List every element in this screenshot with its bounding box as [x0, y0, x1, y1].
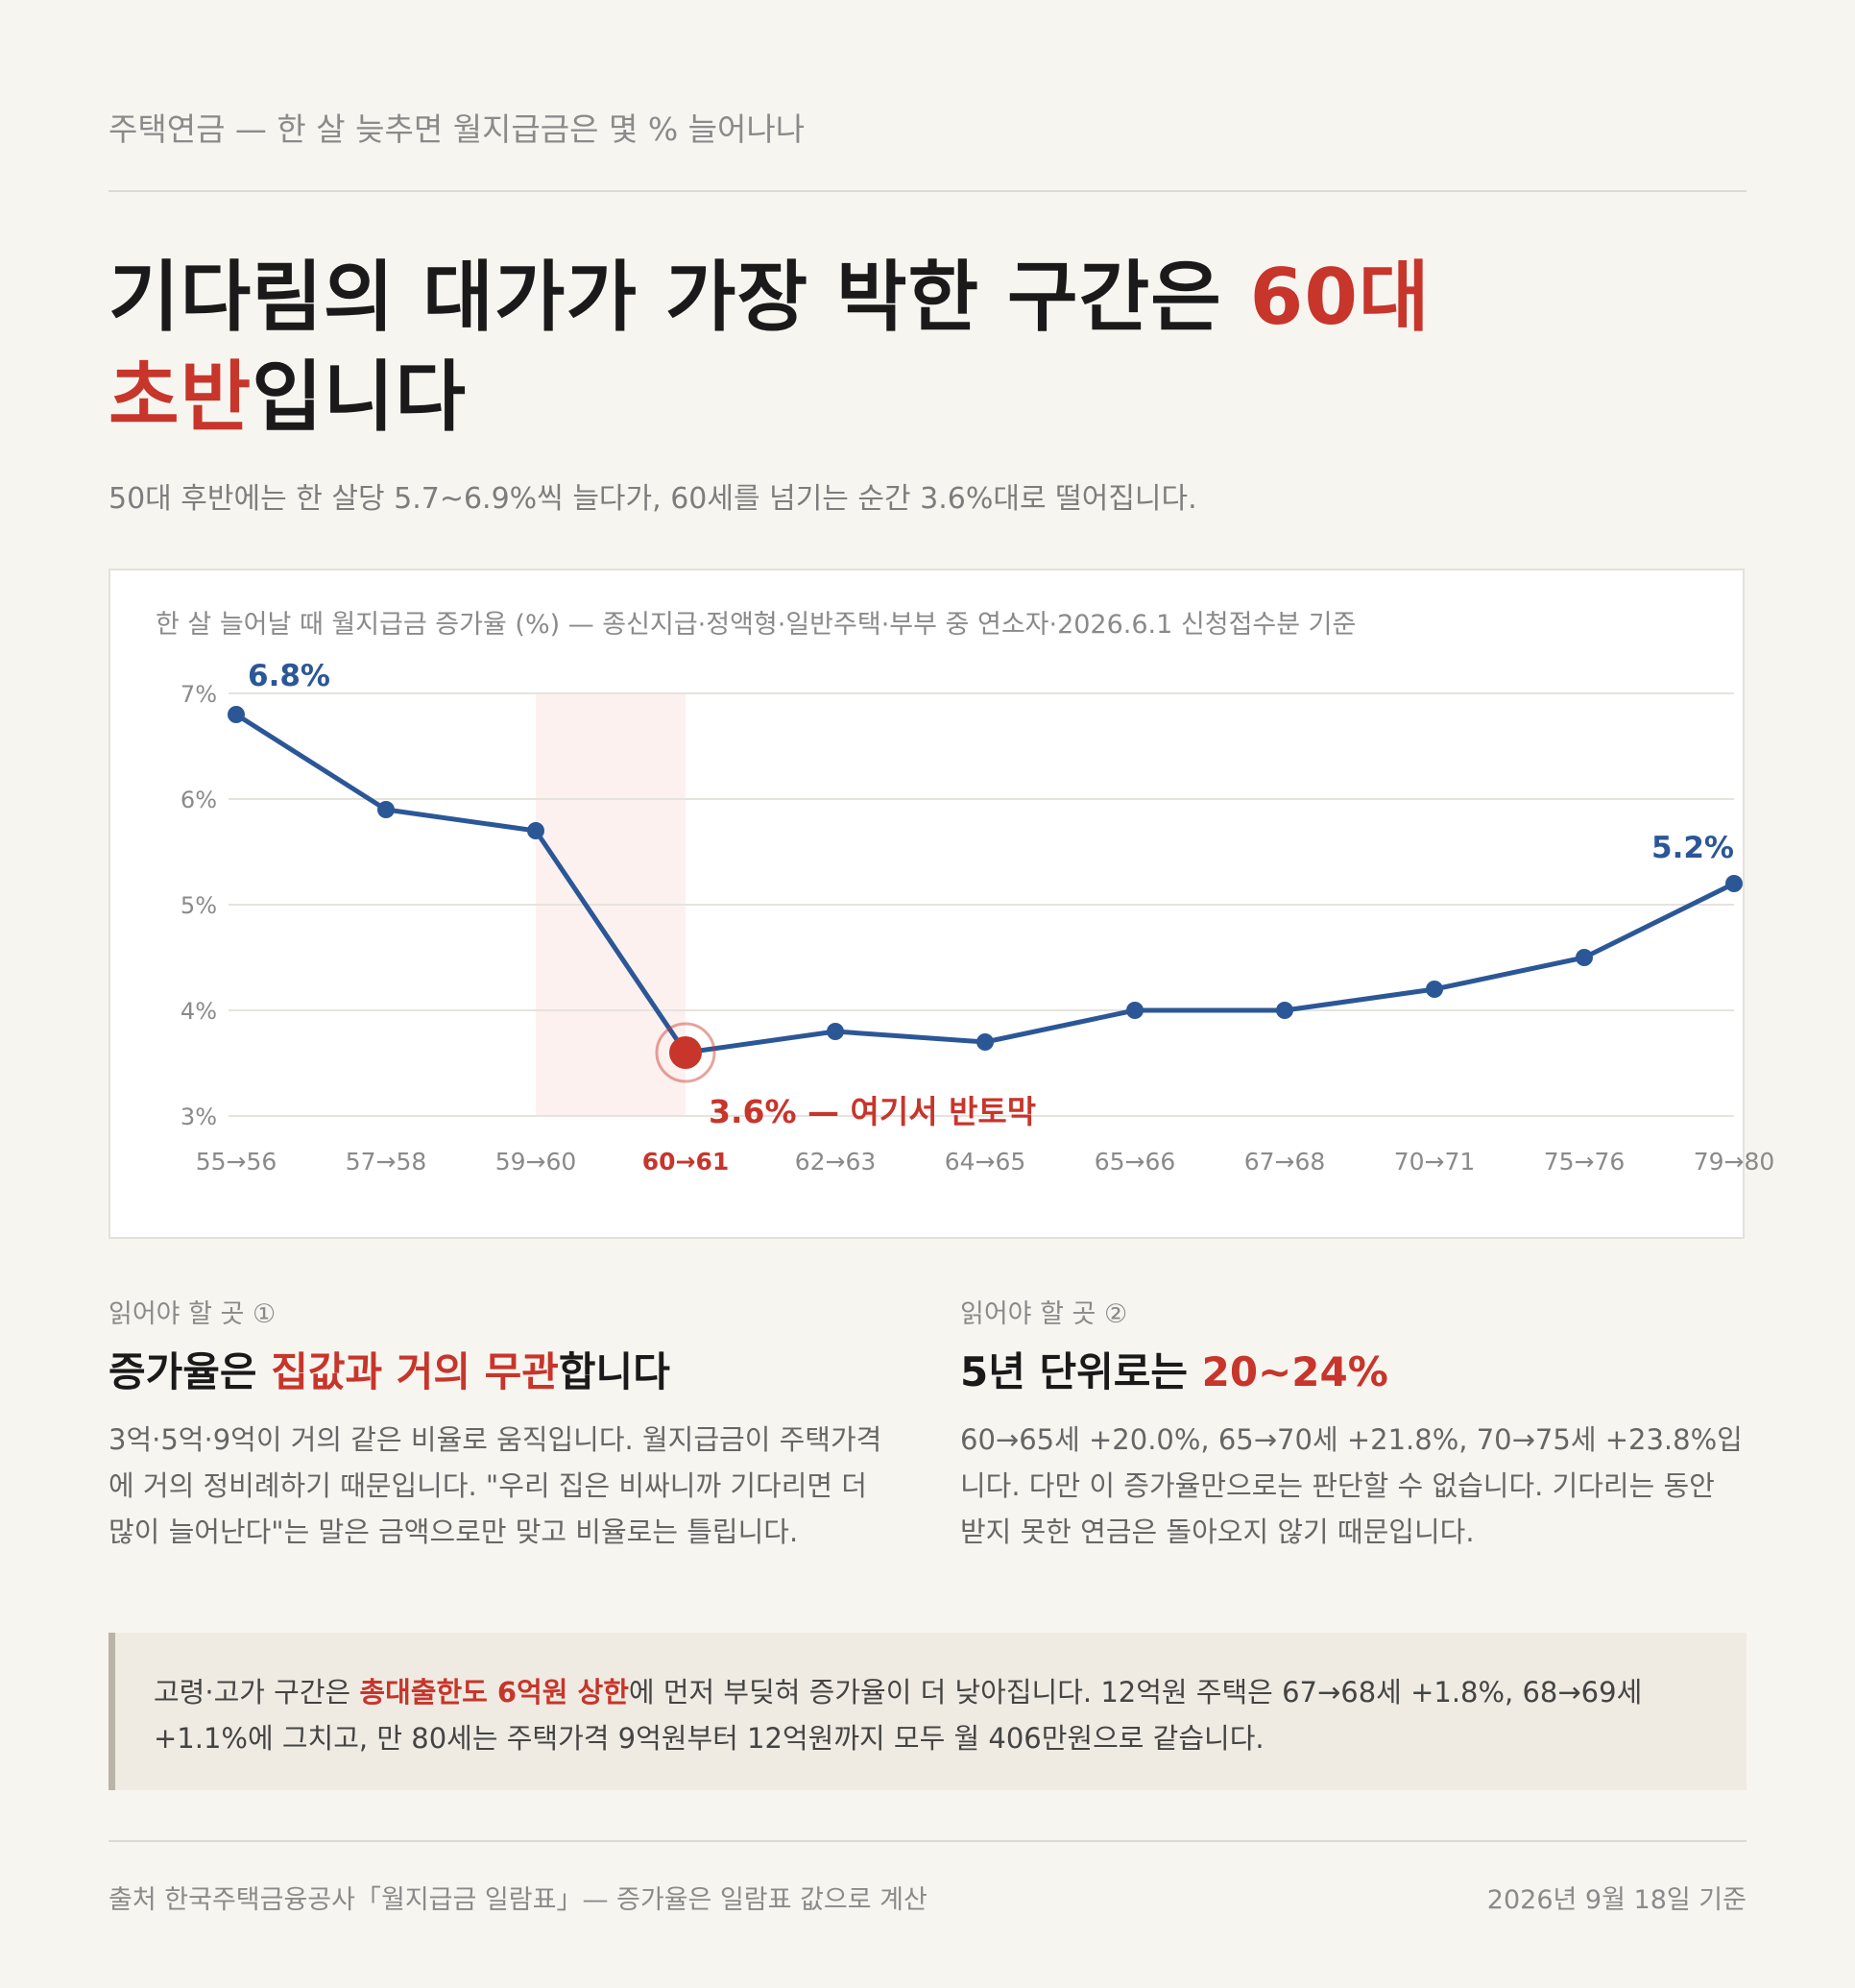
y-tick-label: 4% — [181, 998, 217, 1025]
insight-2-title-accent: 20~24% — [1201, 1348, 1388, 1395]
data-point — [228, 706, 245, 723]
data-point — [377, 801, 395, 818]
chart-caption: 한 살 늘어날 때 월지급금 증가율 (%) — 종신지급·정액형·일반주택·부… — [156, 610, 1357, 640]
note-text-end: 에 먼저 부딪혀 증가율이 더 낮아집니다. 12억원 주택은 67→68세 +… — [154, 1676, 1643, 1755]
x-tick-label: 59→60 — [495, 1148, 577, 1176]
highlight-ring — [655, 1022, 716, 1083]
data-point — [1126, 1002, 1144, 1019]
headline-accent-2: 초반 — [108, 352, 253, 442]
footer-date: 2026년 9월 18일 기준 — [1486, 1885, 1747, 1915]
note-text: 고령·고가 구간은 — [154, 1676, 360, 1709]
y-tick-label: 5% — [181, 892, 217, 919]
data-point — [827, 1023, 844, 1040]
data-point — [1725, 875, 1743, 892]
x-tick-label: 70→71 — [1394, 1148, 1476, 1176]
insight-2-eyebrow: 읽어야 할 곳 ② — [960, 1299, 1128, 1329]
x-tick-label: 65→66 — [1095, 1148, 1176, 1176]
insight-2-body: 60→65세 +20.0%, 65→70세 +21.8%, 70→75세 +23… — [960, 1423, 1743, 1548]
x-tick-label: 62→63 — [795, 1148, 877, 1176]
headline-text-end: 입니다 — [252, 352, 468, 442]
first-value-label: 6.8% — [248, 659, 330, 693]
highlight-point — [669, 1036, 702, 1069]
subhead: 50대 후반에는 한 살당 5.7~6.9%씩 늘다가, 60세를 넘기는 순간… — [108, 482, 1197, 516]
highlight-label: 3.6% — 여기서 반토막 — [709, 1093, 1036, 1130]
data-point — [1276, 1002, 1293, 1019]
x-tick-label: 60→61 — [642, 1148, 730, 1176]
bottom-divider — [108, 1840, 1747, 1842]
note-box: 고령·고가 구간은 총대출한도 6억원 상한에 먼저 부딪혀 증가율이 더 낮아… — [108, 1633, 1747, 1790]
y-tick-label: 3% — [181, 1103, 217, 1130]
insight-column-2: 읽어야 할 곳 ② 5년 단위로는 20~24% 60→65세 +20.0%, … — [960, 1293, 1747, 1555]
last-value-label: 5.2% — [1651, 831, 1734, 865]
x-tick-label: 57→58 — [346, 1148, 427, 1176]
x-tick-label: 79→80 — [1694, 1148, 1775, 1176]
y-tick-label: 7% — [181, 681, 217, 708]
headline-text: 기다림의 대가가 가장 박한 구간은 — [108, 253, 1250, 342]
insight-1-title-accent: 집값과 거의 무관 — [271, 1348, 559, 1395]
x-tick-label: 75→76 — [1544, 1148, 1626, 1176]
data-point — [976, 1033, 994, 1051]
data-point — [527, 822, 544, 839]
x-tick-label: 64→65 — [945, 1148, 1026, 1176]
insight-1-title-text: 증가율은 — [108, 1348, 272, 1395]
insight-1-body: 3억·5억·9억이 거의 같은 비율로 움직입니다. 월지급금이 주택가격에 거… — [108, 1423, 882, 1548]
insight-1-title: 증가율은 집값과 거의 무관합니다 — [108, 1346, 896, 1399]
kicker: 주택연금 — 한 살 늦추면 월지급금은 몇 % 늘어나나 — [108, 110, 806, 148]
data-point — [1576, 949, 1593, 966]
insight-2-title-text: 5년 단위로는 — [960, 1348, 1202, 1395]
data-point — [1426, 981, 1443, 998]
y-tick-label: 6% — [181, 787, 217, 813]
insight-2-title: 5년 단위로는 20~24% — [960, 1346, 1747, 1399]
series-line — [234, 712, 1736, 1055]
x-tick-label: 67→68 — [1244, 1148, 1326, 1176]
insight-1-eyebrow: 읽어야 할 곳 ① — [108, 1299, 277, 1329]
top-divider — [108, 190, 1747, 192]
insight-column-1: 읽어야 할 곳 ① 증가율은 집값과 거의 무관합니다 3억·5억·9억이 거의… — [108, 1293, 896, 1555]
x-tick-label: 55→56 — [196, 1148, 277, 1176]
insight-1-title-end: 합니다 — [558, 1348, 670, 1395]
footer-source: 출처 한국주택금융공사「월지급금 일람표」— 증가율은 일람표 값으로 계산 — [108, 1885, 928, 1915]
note-emphasis: 총대출한도 6억원 상한 — [359, 1676, 629, 1709]
headline-accent-1: 60대 — [1249, 253, 1431, 342]
